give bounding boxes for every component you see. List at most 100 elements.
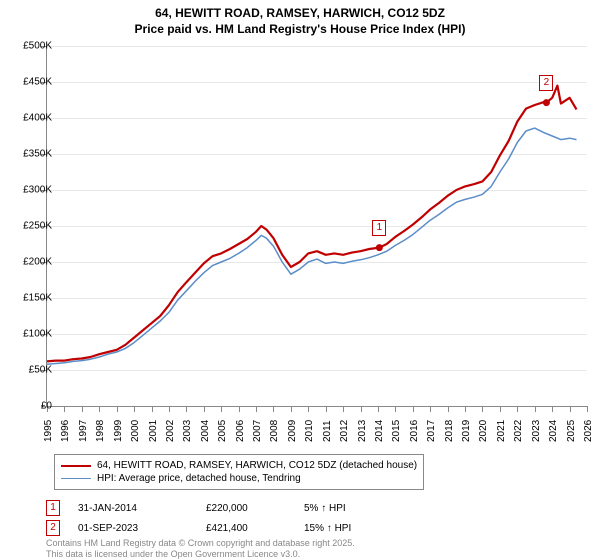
x-tick [152,406,153,412]
x-axis-label: 2011 [322,420,333,442]
marker-box-2: 2 [539,75,553,91]
copyright-line2: This data is licensed under the Open Gov… [46,549,355,560]
footer-date: 31-JAN-2014 [78,503,188,514]
chart-title: 64, HEWITT ROAD, RAMSEY, HARWICH, CO12 5… [0,0,600,37]
x-tick [99,406,100,412]
x-axis-label: 2017 [426,420,437,442]
x-axis-label: 2012 [339,420,350,442]
x-axis-label: 2003 [182,420,193,442]
x-axis-label: 1999 [113,420,124,442]
x-axis-label: 1997 [78,420,89,442]
y-axis-label: £500K [8,41,52,52]
x-tick [343,406,344,412]
copyright: Contains HM Land Registry data © Crown c… [46,538,355,560]
x-axis-label: 2008 [269,420,280,442]
x-tick [169,406,170,412]
x-tick [448,406,449,412]
legend-swatch [61,478,91,479]
x-tick [273,406,274,412]
x-axis-label: 2010 [304,420,315,442]
footer-price: £220,000 [206,503,286,514]
x-axis-label: 2021 [496,420,507,442]
y-axis-label: £450K [8,77,52,88]
x-tick [204,406,205,412]
x-axis-label: 2001 [148,420,159,442]
x-tick [413,406,414,412]
x-axis-label: 1998 [95,420,106,442]
plot-area: 12 [46,46,587,407]
x-axis-label: 2009 [287,420,298,442]
x-axis-label: 2015 [391,420,402,442]
legend-row: HPI: Average price, detached house, Tend… [61,472,417,485]
x-tick [500,406,501,412]
footer-row: 1 31-JAN-2014 £220,000 5% ↑ HPI [46,498,384,518]
x-tick [326,406,327,412]
x-axis-label: 2002 [165,420,176,442]
x-tick [570,406,571,412]
x-axis-label: 2007 [252,420,263,442]
x-tick [465,406,466,412]
x-axis-label: 2025 [566,420,577,442]
x-tick [430,406,431,412]
x-tick [117,406,118,412]
x-axis-label: 2018 [444,420,455,442]
x-axis-label: 2000 [130,420,141,442]
x-tick [82,406,83,412]
x-tick [239,406,240,412]
x-tick [256,406,257,412]
x-tick [587,406,588,412]
series-hpi [47,128,577,364]
chart-container: 64, HEWITT ROAD, RAMSEY, HARWICH, CO12 5… [0,0,600,560]
x-tick [378,406,379,412]
footer-pct: 5% ↑ HPI [304,503,384,514]
x-tick [221,406,222,412]
x-tick [308,406,309,412]
x-axis-label: 2005 [217,420,228,442]
x-axis-label: 2023 [531,420,542,442]
y-axis-label: £200K [8,257,52,268]
footer-marker: 2 [46,520,60,536]
y-axis-label: £350K [8,149,52,160]
series-price_paid [47,86,577,362]
x-axis-label: 1995 [43,420,54,442]
title-line1: 64, HEWITT ROAD, RAMSEY, HARWICH, CO12 5… [0,6,600,22]
x-axis-label: 2006 [235,420,246,442]
x-tick [134,406,135,412]
footer-pct: 15% ↑ HPI [304,523,384,534]
legend-label: HPI: Average price, detached house, Tend… [97,473,301,484]
x-tick [361,406,362,412]
marker-dot [376,244,383,251]
y-axis-label: £100K [8,329,52,340]
y-axis-label: £400K [8,113,52,124]
legend: 64, HEWITT ROAD, RAMSEY, HARWICH, CO12 5… [54,454,424,490]
y-axis-label: £150K [8,293,52,304]
x-tick [552,406,553,412]
y-axis-label: £0 [8,401,52,412]
legend-swatch [61,465,91,467]
title-line2: Price paid vs. HM Land Registry's House … [0,22,600,38]
y-axis-label: £300K [8,185,52,196]
x-tick [535,406,536,412]
copyright-line1: Contains HM Land Registry data © Crown c… [46,538,355,549]
x-axis-label: 2004 [200,420,211,442]
y-axis-label: £250K [8,221,52,232]
x-axis-label: 2020 [478,420,489,442]
legend-label: 64, HEWITT ROAD, RAMSEY, HARWICH, CO12 5… [97,460,417,471]
x-tick [517,406,518,412]
x-axis-label: 2016 [409,420,420,442]
x-axis-label: 2022 [513,420,524,442]
footer-price: £421,400 [206,523,286,534]
footer-row: 2 01-SEP-2023 £421,400 15% ↑ HPI [46,518,384,538]
x-axis-label: 2024 [548,420,559,442]
x-tick [482,406,483,412]
footer-marker: 1 [46,500,60,516]
x-axis-label: 2026 [583,420,594,442]
legend-row: 64, HEWITT ROAD, RAMSEY, HARWICH, CO12 5… [61,459,417,472]
marker-table: 1 31-JAN-2014 £220,000 5% ↑ HPI 2 01-SEP-2023… [46,498,384,538]
y-axis-label: £50K [8,365,52,376]
x-tick [186,406,187,412]
line-svg [47,46,587,406]
footer-date: 01-SEP-2023 [78,523,188,534]
x-axis-label: 2013 [357,420,368,442]
x-tick [64,406,65,412]
